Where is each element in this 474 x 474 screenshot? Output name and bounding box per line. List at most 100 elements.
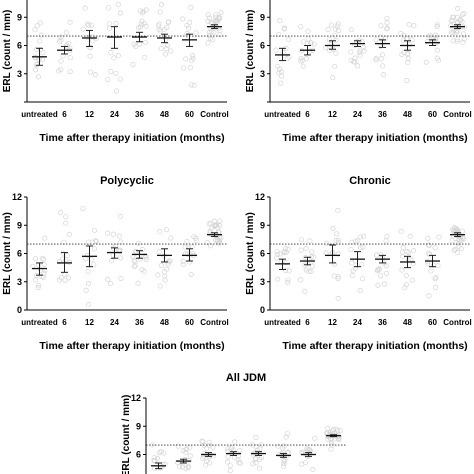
y-tick-label: 9	[260, 12, 265, 22]
replicate-point	[38, 20, 44, 26]
x-tick-label: 12	[85, 318, 94, 327]
errorbar-60	[425, 39, 440, 46]
replicate-point	[143, 7, 149, 13]
replicate-point	[280, 463, 286, 469]
replicate-point	[118, 275, 124, 282]
replicate-point	[187, 64, 193, 71]
y-tick-label: 12	[131, 393, 141, 403]
replicate-point	[117, 248, 123, 254]
replicate-point	[281, 457, 287, 464]
x-axis-title: Time after therapy initiation (months)	[282, 340, 467, 352]
replicate-point	[312, 435, 318, 441]
replicate-point	[374, 252, 380, 258]
replicate-point	[379, 52, 386, 58]
x-tick-label: 48	[160, 110, 169, 119]
replicate-point	[225, 454, 231, 460]
replicate-point	[63, 30, 69, 36]
replicate-point	[384, 15, 390, 21]
replicate-point	[357, 52, 363, 58]
replicate-point	[453, 239, 459, 246]
replicate-point	[116, 233, 122, 239]
replicate-point	[164, 266, 170, 272]
replicate-point	[334, 231, 340, 237]
replicate-point	[349, 273, 355, 279]
replicate-point	[300, 63, 306, 69]
replicate-point	[361, 44, 367, 50]
x-tick-label: 36	[135, 318, 144, 327]
errorbar-48	[400, 255, 415, 269]
replicate-point	[285, 449, 291, 455]
replicate-point	[175, 443, 181, 449]
replicate-point	[361, 48, 367, 54]
replicate-point	[136, 25, 142, 31]
replicate-point	[237, 447, 243, 454]
replicate-point	[117, 10, 123, 16]
x-tick-label: 36	[135, 110, 144, 119]
replicate-point	[280, 49, 286, 56]
errorbar-untreated	[32, 262, 47, 276]
replicate-point	[132, 248, 139, 254]
replicate-point	[283, 267, 289, 274]
replicate-point	[448, 29, 455, 35]
replicate-point	[356, 49, 362, 55]
replicate-point	[357, 288, 363, 294]
y-tick-label: 6	[136, 450, 141, 460]
replicate-point	[62, 277, 68, 283]
replicate-point	[361, 233, 367, 239]
x-tick-label: 60	[185, 110, 194, 119]
replicate-point	[308, 268, 314, 274]
x-tick-label: untreated	[264, 318, 301, 327]
replicate-point	[408, 256, 414, 262]
replicate-point	[85, 21, 91, 27]
replicate-point	[182, 244, 188, 250]
replicate-point	[384, 233, 390, 239]
replicate-point	[183, 446, 189, 453]
replicate-point	[352, 55, 358, 61]
replicate-point	[154, 455, 160, 462]
replicate-point	[436, 234, 442, 240]
replicate-point	[432, 276, 438, 282]
replicate-point	[140, 9, 146, 15]
replicate-point	[161, 26, 168, 32]
replicate-point	[331, 273, 337, 279]
replicate-point	[58, 275, 64, 281]
replicate-point	[80, 26, 86, 32]
replicate-point	[335, 21, 341, 27]
replicate-point	[298, 277, 304, 283]
replicate-point	[93, 238, 99, 244]
replicate-point	[183, 446, 190, 452]
replicate-point	[453, 29, 459, 36]
replicate-point	[139, 246, 145, 252]
replicate-point	[107, 281, 114, 287]
errorbar-untreated	[151, 462, 166, 470]
replicate-point	[113, 70, 119, 76]
replicate-point	[453, 229, 459, 235]
replicate-point	[143, 256, 149, 262]
replicate-point	[160, 462, 166, 468]
y-tick-label: 0	[17, 305, 22, 315]
panel-title: All JDM	[226, 372, 266, 384]
replicate-point	[90, 38, 96, 44]
replicate-point	[91, 262, 97, 268]
replicate-point	[186, 245, 192, 251]
replicate-point	[335, 237, 341, 243]
replicate-point	[332, 26, 338, 32]
replicate-point	[275, 64, 281, 70]
replicate-point	[380, 63, 386, 69]
replicate-point	[34, 23, 40, 29]
replicate-point	[39, 255, 46, 261]
errorbar-Control	[450, 232, 465, 238]
replicate-point	[32, 27, 38, 33]
replicate-point	[56, 259, 62, 265]
errorbar-12	[325, 40, 340, 50]
replicate-point	[432, 32, 438, 38]
replicate-point	[399, 267, 405, 273]
replicate-point	[108, 68, 114, 75]
replicate-point	[35, 74, 42, 80]
replicate-point	[400, 245, 406, 251]
replicate-point	[92, 72, 98, 78]
errorbar-24	[226, 451, 241, 456]
replicate-point	[275, 251, 281, 257]
